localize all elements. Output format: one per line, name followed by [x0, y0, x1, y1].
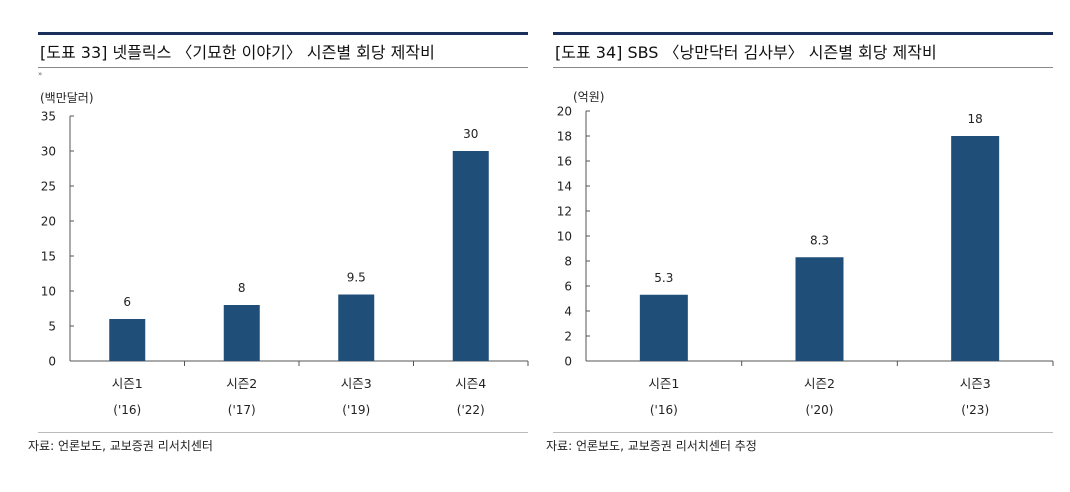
x-period-label: ('19)	[342, 403, 370, 417]
y-tick-label: 0	[48, 355, 56, 369]
y-tick-label: 16	[557, 155, 572, 169]
y-tick-label: 14	[557, 180, 572, 194]
y-tick-label: 25	[41, 180, 56, 194]
right-footer-rule	[553, 432, 1053, 433]
x-category-label: 시즌1	[648, 376, 679, 391]
bar-시즌3	[338, 294, 375, 361]
y-tick-label: 4	[564, 305, 572, 319]
left-marker: »	[38, 70, 43, 78]
data-label: 30	[463, 127, 478, 141]
data-label: 9.5	[347, 271, 366, 285]
data-label: 6	[123, 295, 131, 309]
y-tick-label: 10	[41, 285, 56, 299]
x-category-label: 시즌1	[112, 376, 143, 391]
bar-시즌1	[109, 319, 146, 361]
data-label: 8.3	[810, 233, 829, 247]
y-axis-label: (백만달러)	[40, 91, 94, 105]
x-category-label: 시즌2	[804, 376, 835, 391]
right-source-note: 자료: 언론보도, 교보증권 리서치센터 추정	[546, 439, 757, 453]
data-label: 18	[968, 112, 983, 126]
y-tick-label: 18	[557, 130, 572, 144]
left-title-bottom-rule	[38, 67, 528, 68]
data-label: 5.3	[654, 271, 673, 285]
y-tick-label: 0	[564, 355, 572, 369]
bar-시즌1	[639, 294, 688, 361]
x-category-label: 시즌3	[960, 376, 991, 391]
bar-시즌3	[951, 136, 1000, 361]
y-axis-label: (억원)	[573, 90, 604, 104]
bar-시즌4	[452, 151, 489, 361]
bar-시즌2	[223, 305, 260, 361]
right-bar-chart: (억원) 0 2 4 6 8 10 12 14 16 18 20 5.3 시즌1 ('16) 8.3 시즌2 ('…	[557, 90, 1054, 417]
y-tick-label: 2	[564, 330, 572, 344]
y-tick-label: 30	[41, 145, 56, 159]
y-tick-label: 5	[48, 320, 56, 334]
x-period-label: ('17)	[228, 403, 256, 417]
left-bar-chart: (백만달러) 0 5 10 15 20 25 30 35 6 시즌1 ('16) 8 시즌2 ('17) 9.…	[40, 91, 529, 417]
left-title-top-rule	[38, 32, 528, 35]
right-title-top-rule	[553, 32, 1053, 35]
y-tick-label: 35	[41, 110, 56, 124]
x-period-label: ('20)	[806, 403, 834, 417]
y-tick-label: 12	[557, 205, 572, 219]
x-category-label: 시즌4	[455, 376, 486, 391]
bar-시즌2	[795, 257, 844, 361]
data-label: 8	[238, 281, 246, 295]
y-tick-label: 6	[564, 280, 572, 294]
y-tick-label: 15	[41, 250, 56, 264]
y-tick-label: 8	[564, 255, 572, 269]
left-chart-title: [도표 33] 넷플릭스 〈기묘한 이야기〉 시즌별 회당 제작비	[40, 43, 435, 62]
x-period-label: ('22)	[457, 403, 485, 417]
y-tick-label: 10	[557, 230, 572, 244]
x-period-label: ('23)	[961, 403, 989, 417]
right-chart-title: [도표 34] SBS 〈낭만닥터 김사부〉 시즌별 회당 제작비	[555, 43, 937, 62]
x-period-label: ('16)	[650, 403, 678, 417]
x-category-label: 시즌3	[341, 376, 372, 391]
y-tick-label: 20	[41, 215, 56, 229]
x-category-label: 시즌2	[226, 376, 257, 391]
y-tick-label: 20	[557, 105, 572, 119]
left-source-note: 자료: 언론보도, 교보증권 리서치센터	[28, 439, 213, 453]
x-period-label: ('16)	[113, 403, 141, 417]
left-footer-rule	[38, 432, 528, 433]
right-title-bottom-rule	[553, 67, 1053, 68]
